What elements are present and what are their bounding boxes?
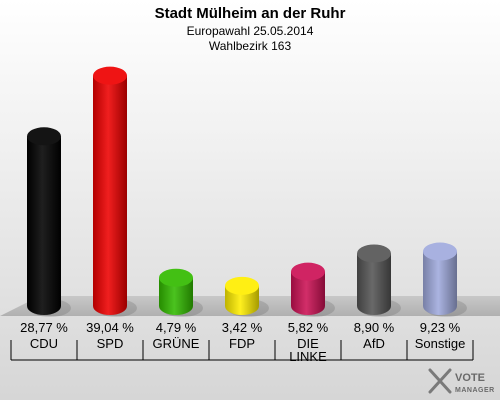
- category-label: SPD: [97, 336, 124, 351]
- labels-group: 28,77 %CDU 39,04 %SPD 4,79 %GRÜNE 3,42 %FDP…: [10, 320, 474, 364]
- value-label: 28,77 %: [20, 320, 68, 335]
- bar: [291, 262, 335, 317]
- category-label: FDP: [229, 336, 255, 351]
- category-label: Sonstige: [415, 336, 466, 351]
- vote-manager-logo: VOTE MANAGER: [428, 368, 495, 394]
- chart-title: Stadt Mülheim an der Ruhr: [155, 5, 346, 22]
- bar: [423, 242, 467, 317]
- logo-cross-icon: [428, 368, 452, 394]
- logo-text-manager: MANAGER: [455, 387, 495, 394]
- bar: [159, 268, 203, 317]
- bars-group: [27, 66, 467, 317]
- bar: [225, 276, 269, 317]
- value-label: 5,82 %: [288, 320, 329, 335]
- category-label: CDU: [30, 336, 58, 351]
- value-label: 9,23 %: [420, 320, 461, 335]
- bar: [27, 127, 71, 317]
- value-label: 8,90 %: [354, 320, 395, 335]
- category-label: AfD: [363, 336, 385, 351]
- logo-text-vote: VOTE: [455, 372, 485, 384]
- bar: [93, 66, 137, 317]
- value-label: 3,42 %: [222, 320, 263, 335]
- category-label: DIE LINKE: [289, 336, 327, 364]
- category-label: GRÜNE: [153, 336, 200, 351]
- chart-subtitle-election: Europawahl 25.05.2014: [187, 24, 314, 38]
- bar: [357, 244, 401, 317]
- value-label: 4,79 %: [156, 320, 197, 335]
- value-label: 39,04 %: [86, 320, 134, 335]
- chart-subtitle-district: Wahlbezirk 163: [209, 39, 292, 53]
